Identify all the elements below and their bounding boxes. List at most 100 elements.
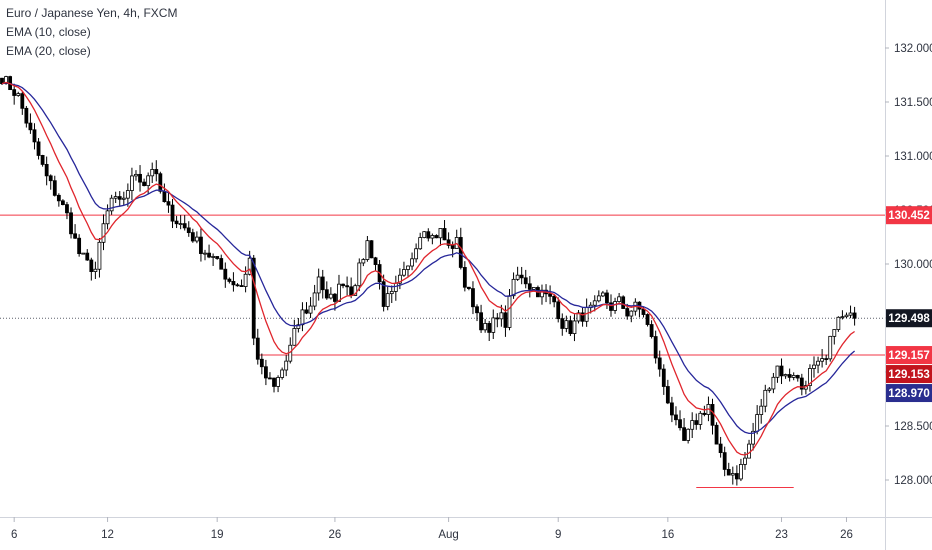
candle <box>162 183 167 203</box>
candle <box>16 91 21 97</box>
candle <box>268 372 272 380</box>
candle <box>320 269 325 299</box>
candle <box>324 281 329 300</box>
candle <box>621 295 626 310</box>
price-axis[interactable]: 132.000131.500131.000130.500130.000129.5… <box>885 43 932 487</box>
candle <box>730 466 735 485</box>
horizontal-levels[interactable] <box>0 214 885 489</box>
candle <box>799 373 804 396</box>
candle <box>763 384 768 413</box>
candle <box>24 105 29 128</box>
candle <box>263 359 268 386</box>
candle <box>316 268 321 301</box>
candle <box>365 236 370 262</box>
candle <box>434 234 439 239</box>
candle <box>406 265 410 277</box>
candle <box>824 354 829 365</box>
candle <box>580 306 585 327</box>
time-tick-label: 16 <box>661 529 674 541</box>
candle <box>674 406 678 426</box>
candle <box>678 410 682 431</box>
candles <box>0 75 857 486</box>
candle <box>385 286 390 311</box>
candle <box>694 413 699 430</box>
candle <box>61 199 65 206</box>
price-tick-label: 132.000 <box>894 43 932 55</box>
candle <box>402 261 406 277</box>
candle <box>272 377 276 393</box>
candle <box>442 220 447 241</box>
candle <box>686 428 691 444</box>
candle <box>36 138 41 160</box>
candle <box>832 329 837 345</box>
candle <box>556 297 561 323</box>
candle <box>0 77 4 85</box>
candle <box>779 358 784 385</box>
candle <box>499 304 504 327</box>
candle <box>215 256 220 260</box>
candle <box>337 274 341 302</box>
candle <box>527 276 532 298</box>
candle <box>544 284 548 303</box>
candle <box>487 320 492 341</box>
candle <box>113 191 118 204</box>
candle <box>722 446 727 477</box>
candle <box>44 156 49 186</box>
candle <box>130 167 134 201</box>
candle <box>600 290 605 298</box>
symbol-title: Euro / Japanese Yen, 4h, FXCM <box>6 6 178 20</box>
candle <box>665 379 670 405</box>
candle <box>28 113 33 134</box>
candle <box>138 165 142 192</box>
candle <box>564 315 569 333</box>
candle <box>292 319 297 346</box>
candle <box>523 269 528 289</box>
candle <box>657 350 662 377</box>
candle <box>48 174 53 190</box>
candle <box>20 91 25 115</box>
candle <box>568 315 573 336</box>
candle <box>373 256 378 271</box>
candle <box>142 178 147 187</box>
ema-10-line <box>1 81 855 456</box>
candle <box>304 302 309 315</box>
candle <box>653 330 658 364</box>
candle <box>820 349 825 368</box>
candle <box>422 231 427 239</box>
time-tick-label: Aug <box>438 529 458 541</box>
candle <box>617 292 622 303</box>
level-price-badge: 129.157 <box>886 346 932 365</box>
candle <box>97 238 102 278</box>
candle <box>613 297 617 314</box>
candle <box>259 353 264 375</box>
candle <box>747 439 751 459</box>
chart-legend: Euro / Japanese Yen, 4h, FXCM EMA (10, c… <box>6 4 177 61</box>
candle <box>791 372 796 381</box>
candle <box>714 422 719 445</box>
candle <box>223 262 228 288</box>
candle <box>333 292 337 311</box>
candle <box>186 221 191 237</box>
candle <box>783 373 788 379</box>
candle <box>454 229 459 249</box>
time-tick-label: 23 <box>775 529 788 541</box>
ema-20-legend: EMA (20, close) <box>6 44 91 58</box>
ema-10-badge: 129.153 <box>886 365 932 384</box>
candle <box>438 228 443 246</box>
time-tick-label: 19 <box>211 529 224 541</box>
time-tick-label: 26 <box>329 529 342 541</box>
candle <box>300 302 305 332</box>
price-tick-label: 131.000 <box>894 151 932 163</box>
candle <box>276 375 280 393</box>
time-tick-label: 12 <box>101 529 114 541</box>
candle <box>12 83 17 105</box>
candle <box>816 356 820 374</box>
price-tick-label: 128.000 <box>894 475 932 487</box>
candle <box>227 277 232 284</box>
candle <box>199 228 203 262</box>
time-axis[interactable]: 6 12 19 26 Aug 9 16 23 26 <box>11 517 853 541</box>
candle <box>690 412 695 439</box>
last-price-badge: 129.498 <box>886 309 932 328</box>
price-badges: 130.452 129.498 129.157 129.153 128.970 <box>886 206 932 403</box>
